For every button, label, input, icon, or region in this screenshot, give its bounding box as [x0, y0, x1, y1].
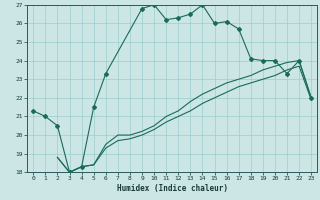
X-axis label: Humidex (Indice chaleur): Humidex (Indice chaleur) [117, 184, 228, 193]
